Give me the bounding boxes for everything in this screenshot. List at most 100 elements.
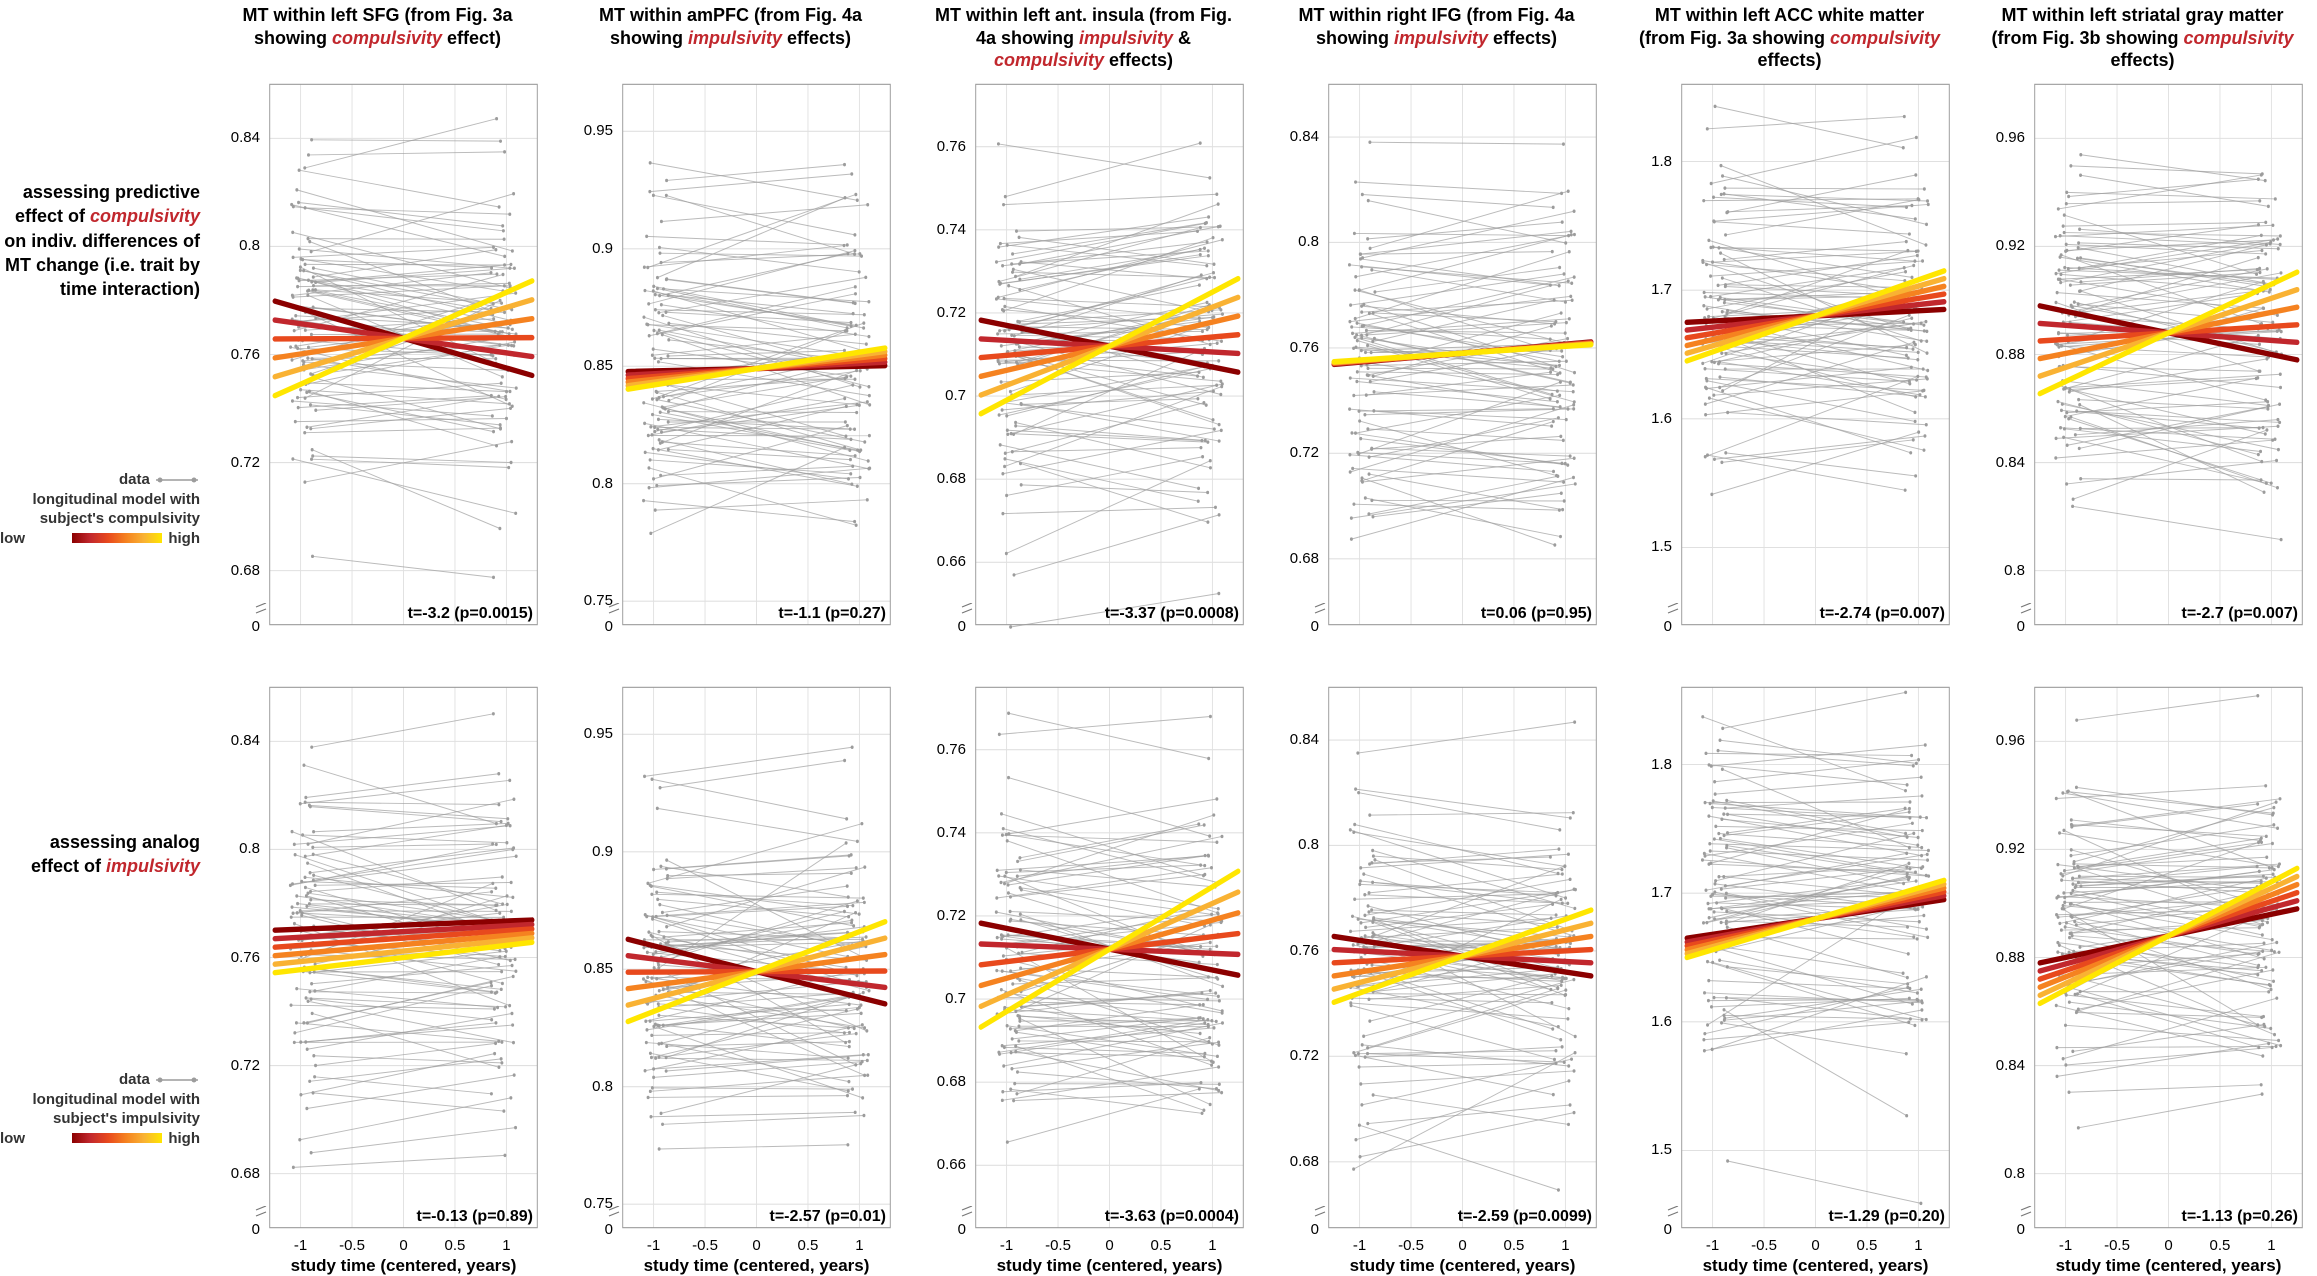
xtick-label: 0.5 bbox=[439, 1237, 471, 1254]
ytick-label: 1.6 bbox=[1622, 410, 1672, 427]
panel-svg bbox=[619, 683, 894, 1232]
xtick-label: -1 bbox=[1344, 1237, 1376, 1254]
ytick-label: 0.76 bbox=[210, 949, 260, 966]
ytick-label: 0.76 bbox=[210, 346, 260, 363]
panel-svg bbox=[266, 683, 541, 1232]
stat-label: t=-1.13 (p=0.26) bbox=[2182, 1208, 2299, 1226]
xtick-label: -0.5 bbox=[2101, 1237, 2133, 1254]
stat-label: t=-3.2 (p=0.0015) bbox=[408, 605, 533, 623]
panel-svg bbox=[2031, 80, 2306, 629]
panel-r0-c5: 0.80.840.880.920.960t=-2.7 (p=0.007) bbox=[1975, 70, 2310, 673]
ytick-zero: 0 bbox=[563, 618, 613, 635]
legend-model-label: longitudinal model with subject's impuls… bbox=[0, 1090, 200, 1129]
panel-r1-c3: 0.680.720.760.80.840-1-0.500.51study tim… bbox=[1269, 673, 1604, 1276]
xtick-label: 1 bbox=[1196, 1237, 1228, 1254]
xtick-label: 1 bbox=[1549, 1237, 1581, 1254]
ytick-label: 0.75 bbox=[563, 592, 613, 609]
ytick-label: 0.95 bbox=[563, 725, 613, 742]
ytick-label: 1.6 bbox=[1622, 1013, 1672, 1030]
xtick-label: 0 bbox=[388, 1237, 420, 1254]
ytick-label: 0.95 bbox=[563, 122, 613, 139]
xtick-label: 0.5 bbox=[792, 1237, 824, 1254]
text-part: on indiv. differences of MT change (i.e.… bbox=[4, 231, 200, 300]
legend-low-label: low bbox=[0, 529, 25, 549]
x-axis-label: study time (centered, years) bbox=[266, 1256, 541, 1276]
panel-svg bbox=[266, 80, 541, 629]
ytick-label: 1.8 bbox=[1622, 153, 1672, 170]
xtick-label: -1 bbox=[2050, 1237, 2082, 1254]
ytick-label: 0.76 bbox=[1269, 942, 1319, 959]
col-title-1: MT within amPFC (from Fig. 4a showing im… bbox=[563, 0, 898, 70]
ytick-label: 1.8 bbox=[1622, 756, 1672, 773]
stat-label: t=-2.59 (p=0.0099) bbox=[1458, 1208, 1592, 1226]
ytick-zero: 0 bbox=[1975, 1221, 2025, 1238]
x-axis-label: study time (centered, years) bbox=[972, 1256, 1247, 1276]
stat-label: t=-1.29 (p=0.20) bbox=[1829, 1208, 1946, 1226]
ytick-label: 0.72 bbox=[1269, 1047, 1319, 1064]
ytick-label: 1.5 bbox=[1622, 538, 1672, 555]
xtick-label: 0 bbox=[1447, 1237, 1479, 1254]
ytick-label: 0.8 bbox=[210, 840, 260, 857]
legend-high-label: high bbox=[168, 529, 200, 549]
ytick-zero: 0 bbox=[210, 618, 260, 635]
ytick-label: 0.72 bbox=[210, 454, 260, 471]
panel-r1-c1: 0.750.80.850.90.950-1-0.500.51study time… bbox=[563, 673, 898, 1276]
xtick-label: -1 bbox=[638, 1237, 670, 1254]
xtick-label: -1 bbox=[1697, 1237, 1729, 1254]
ytick-label: 0.75 bbox=[563, 1195, 613, 1212]
ytick-label: 0.66 bbox=[916, 1156, 966, 1173]
ytick-label: 0.72 bbox=[1269, 444, 1319, 461]
ytick-label: 0.84 bbox=[1269, 128, 1319, 145]
ytick-label: 1.7 bbox=[1622, 884, 1672, 901]
ytick-label: 0.68 bbox=[916, 470, 966, 487]
ytick-zero: 0 bbox=[1269, 1221, 1319, 1238]
ytick-label: 0.76 bbox=[916, 741, 966, 758]
stat-label: t=-1.1 (p=0.27) bbox=[778, 605, 886, 623]
ytick-zero: 0 bbox=[563, 1221, 613, 1238]
ytick-label: 0.76 bbox=[1269, 339, 1319, 356]
panel-svg bbox=[619, 80, 894, 629]
text-part: compulsivity bbox=[332, 28, 442, 48]
xtick-label: -0.5 bbox=[1748, 1237, 1780, 1254]
stat-label: t=-3.63 (p=0.0004) bbox=[1105, 1208, 1239, 1226]
ytick-label: 0.8 bbox=[1975, 1165, 2025, 1182]
panel-svg bbox=[972, 683, 1247, 1232]
panel-r0-c0: 0.680.720.760.80.840t=-3.2 (p=0.0015) bbox=[210, 70, 545, 673]
panel-r0-c3: 0.680.720.760.80.840t=0.06 (p=0.95) bbox=[1269, 70, 1604, 673]
ytick-label: 0.96 bbox=[1975, 129, 2025, 146]
xtick-label: -0.5 bbox=[336, 1237, 368, 1254]
xtick-label: 0 bbox=[2153, 1237, 2185, 1254]
text-part: compulsivity bbox=[2183, 28, 2293, 48]
text-part: compulsivity bbox=[994, 50, 1104, 70]
ytick-label: 0.72 bbox=[916, 304, 966, 321]
stat-label: t=-3.37 (p=0.0008) bbox=[1105, 605, 1239, 623]
ytick-label: 0.84 bbox=[1975, 1057, 2025, 1074]
ytick-label: 0.7 bbox=[916, 990, 966, 1007]
ytick-label: 0.74 bbox=[916, 824, 966, 841]
ytick-label: 0.9 bbox=[563, 843, 613, 860]
xtick-label: -0.5 bbox=[689, 1237, 721, 1254]
ytick-label: 0.8 bbox=[210, 237, 260, 254]
xtick-label: 0 bbox=[1800, 1237, 1832, 1254]
text-part: effects) bbox=[782, 28, 851, 48]
ytick-label: 0.72 bbox=[210, 1057, 260, 1074]
x-axis-label: study time (centered, years) bbox=[2031, 1256, 2306, 1276]
ytick-label: 0.8 bbox=[1269, 836, 1319, 853]
ytick-label: 1.7 bbox=[1622, 281, 1672, 298]
ytick-label: 0.74 bbox=[916, 221, 966, 238]
xtick-label: 0.5 bbox=[2204, 1237, 2236, 1254]
xtick-label: 0.5 bbox=[1498, 1237, 1530, 1254]
panel-svg bbox=[972, 80, 1247, 629]
text-part: impulsivity bbox=[1394, 28, 1488, 48]
ytick-label: 0.7 bbox=[916, 387, 966, 404]
col-title-0: MT within left SFG (from Fig. 3a showing… bbox=[210, 0, 545, 70]
panel-r0-c1: 0.750.80.850.90.950t=-1.1 (p=0.27) bbox=[563, 70, 898, 673]
col-title-5: MT within left striatal gray matter (fro… bbox=[1975, 0, 2310, 70]
legend-data-label: data bbox=[119, 471, 154, 488]
ytick-label: 0.66 bbox=[916, 553, 966, 570]
xtick-label: 0 bbox=[741, 1237, 773, 1254]
col-title-3: MT within right IFG (from Fig. 4a showin… bbox=[1269, 0, 1604, 70]
ytick-zero: 0 bbox=[1975, 618, 2025, 635]
ytick-label: 0.72 bbox=[916, 907, 966, 924]
row2-legend: data longitudinal model with subject's i… bbox=[0, 1070, 200, 1148]
